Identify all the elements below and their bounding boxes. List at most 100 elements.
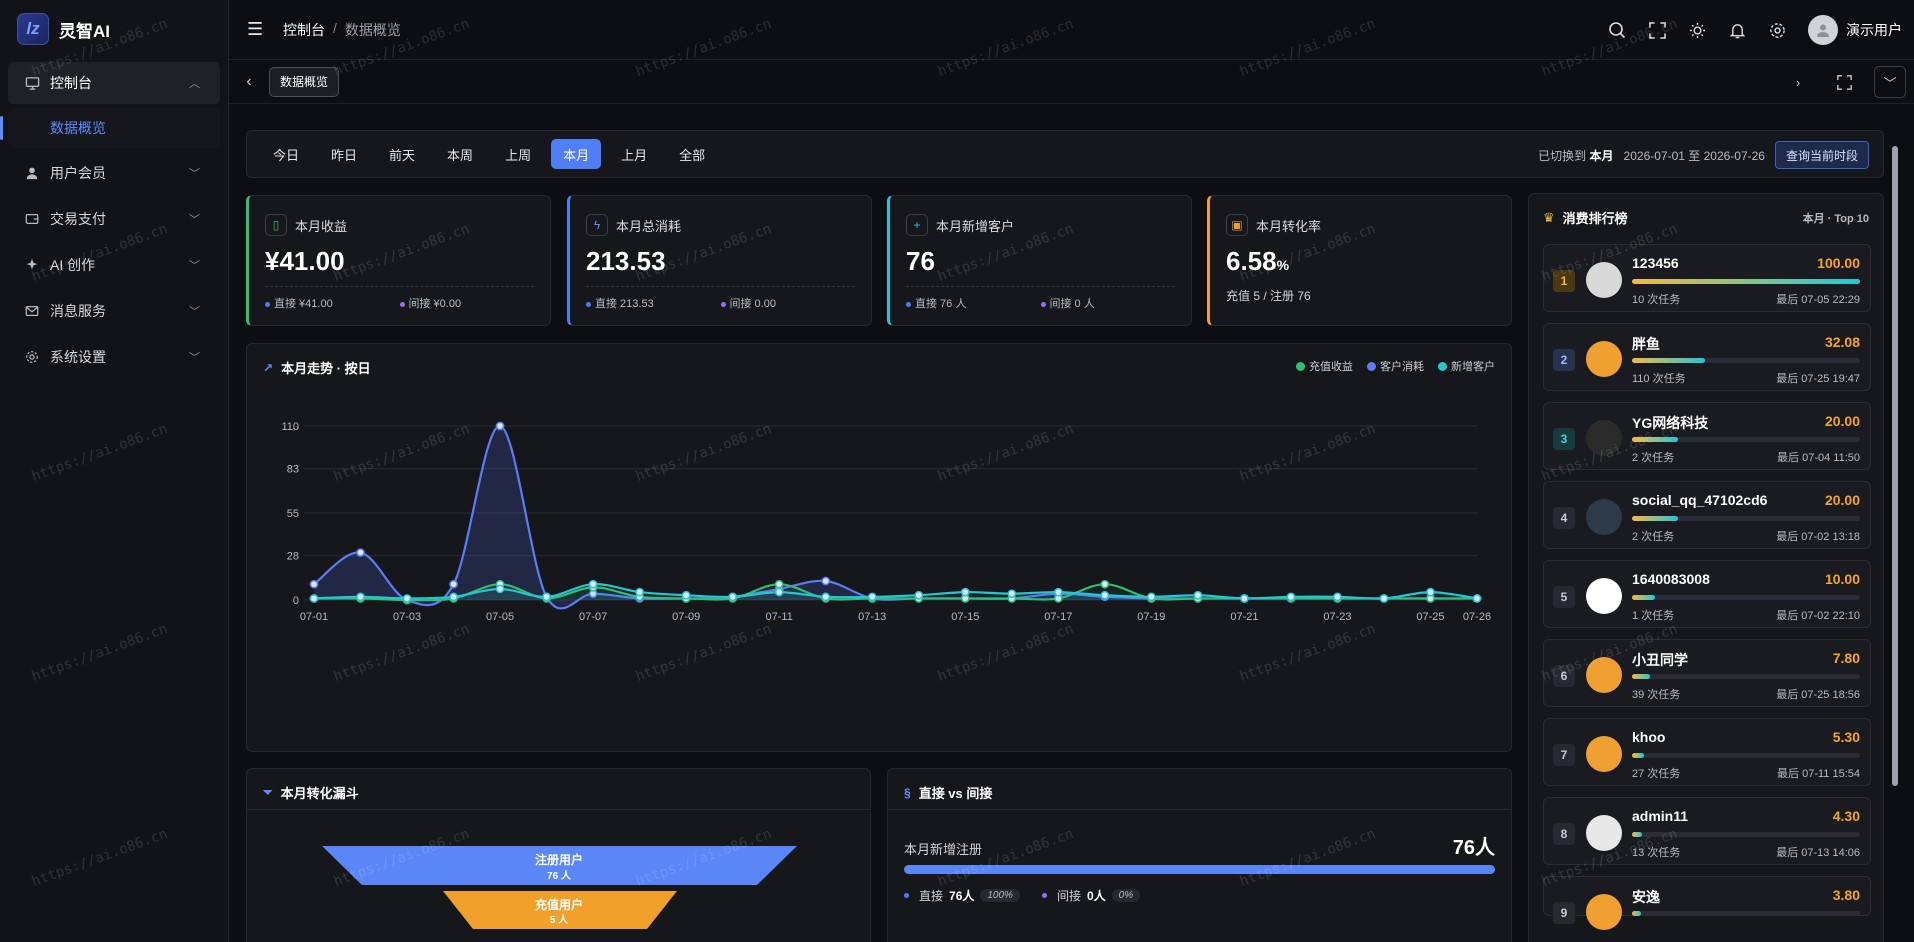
range-thismonth-button[interactable]: 本月 [551, 139, 602, 169]
series-area [314, 584, 1477, 601]
bell-icon[interactable] [1728, 21, 1746, 39]
data-point [309, 594, 319, 603]
stat-direct-text: 直接 ¥41.00 [274, 298, 333, 310]
ranking-scope: 本月 · Top 10 [1802, 212, 1869, 225]
expand-icon[interactable] [1828, 66, 1860, 98]
stat-indirect-text: 间接 0 人 [1049, 298, 1095, 310]
stat-direct-text: 直接 213.53 [595, 298, 654, 310]
rank-name: khoo [1632, 729, 1666, 745]
sidebar-item-settings[interactable]: 系统设置 ﹀ [8, 336, 220, 378]
stat-indirect: 间接 0.00 [720, 295, 856, 311]
stat-direct: 直接 76 人 [906, 295, 1041, 311]
direct-label: 本月新增注册 [904, 842, 983, 857]
chevron-down-icon: ﹀ [189, 352, 200, 364]
theme-sun-icon[interactable] [1688, 21, 1706, 39]
x-tick-label: 07-23 [1323, 611, 1351, 623]
direct-count: 76人 [949, 889, 975, 903]
ranking-row[interactable]: 2 胖鱼 32.08 110 次任务 最后 07-25 19:47 [1543, 323, 1871, 391]
menu-toggle-icon[interactable]: ☰ [247, 19, 264, 39]
y-tick-label: 110 [281, 421, 299, 433]
search-icon[interactable] [1608, 21, 1626, 39]
range-today-button[interactable]: 今日 [273, 147, 300, 163]
range-daybefore-button[interactable]: 前天 [389, 147, 416, 163]
stat-card-customers: + 本月新增客户 76 直接 76 人 间接 0 人 [887, 195, 1192, 326]
sidebar-item-payments[interactable]: 交易支付 ﹀ [8, 198, 220, 240]
stat-card-income: ▯ 本月收益 ¥41.00 直接 ¥41.00 间接 ¥0.00 [246, 195, 551, 326]
rank-tasks: 27 次任务 [1632, 768, 1681, 780]
breadcrumb-root[interactable]: 控制台 [283, 21, 325, 38]
legend-label: 新增客户 [1451, 361, 1495, 373]
data-point [1007, 589, 1017, 599]
stat-title: 本月收益 [295, 218, 348, 234]
funnel-stage-value: 76 人 [547, 869, 572, 882]
tab-overview[interactable]: 数据概览 [269, 66, 340, 97]
range-lastweek-button[interactable]: 上周 [505, 147, 532, 163]
ranking-title: 消费排行榜 [1562, 211, 1628, 226]
data-point [495, 584, 505, 594]
rank-tasks: 39 次任务 [1632, 689, 1681, 701]
ranking-row[interactable]: 4 social_qq_47102cd6 20.00 2 次任务 最后 07-02 13… [1543, 481, 1871, 549]
avatar [1808, 15, 1838, 45]
range-all-button[interactable]: 全部 [679, 147, 706, 163]
range-dates: 2026-07-01 至 2026-07-26 [1623, 148, 1765, 163]
funnel-stage-value: 5 人 [550, 913, 569, 926]
range-prefix: 已切换到 [1538, 148, 1587, 163]
sidebar-item-overview[interactable]: 数据概览 [0, 108, 220, 148]
sidebar-item-dashboard[interactable]: 控制台 ︿ [8, 62, 220, 104]
rank-amount: 100.00 [1817, 255, 1860, 271]
legend-item: 新增客户 [1438, 358, 1495, 374]
tab-actions: › ﹀ [1782, 66, 1906, 98]
query-period-button[interactable]: 查询当前时段 [1774, 141, 1869, 169]
logo-mark: lz [17, 13, 49, 45]
sidebar-item-messages[interactable]: 消息服务 ﹀ [8, 290, 220, 332]
app-logo[interactable]: lz 灵智AI [0, 0, 228, 58]
sidebar-item-label: 用户会员 [50, 165, 106, 181]
main-content: 今日 昨日 前天 本周 上周 本月 上月 全部 已切换到 本月 2026-07-… [246, 130, 1884, 942]
x-tick-label: 07-25 [1416, 611, 1444, 623]
range-lastmonth-button[interactable]: 上月 [621, 147, 648, 163]
rank-last: 最后 07-13 14:06 [1776, 847, 1860, 859]
tabs-prev-icon[interactable]: ‹ [246, 72, 252, 90]
sidebar-item-label: 控制台 [50, 75, 92, 91]
ranking-row[interactable]: 9 安逸 3.80 [1543, 876, 1871, 930]
stat-value: 213.53 [586, 246, 666, 276]
page-scrollbar[interactable] [1890, 130, 1900, 942]
stat-value: 76 [906, 246, 935, 276]
rank-tasks: 13 次任务 [1632, 847, 1681, 859]
tabs-next-icon[interactable]: › [1795, 74, 1801, 90]
stat-title: 本月新增客户 [936, 218, 1015, 234]
fullscreen-icon[interactable] [1648, 21, 1666, 39]
rank-name: social_qq_47102cd6 [1632, 492, 1768, 508]
ranking-row[interactable]: 3 YG网络科技 20.00 2 次任务 最后 07-04 11:50 [1543, 402, 1871, 470]
rank-name: 安逸 [1632, 889, 1660, 905]
sidebar-item-label: AI 创作 [50, 257, 96, 273]
sidebar: lz 灵智AI 控制台 ︿ 数据概览 用户会员 ﹀ 交易支付 ﹀ AI 创作 ﹀… [0, 0, 229, 942]
ranking-row[interactable]: 5 1640083008 10.00 1 次任务 最后 07-02 22:10 [1543, 560, 1871, 628]
direct-total: 76人 [1452, 837, 1495, 859]
rank-last: 最后 07-02 22:10 [1776, 610, 1860, 622]
data-point [1472, 594, 1482, 603]
chevron-down-icon[interactable]: ﹀ [1874, 66, 1906, 98]
chevron-down-icon: ﹀ [189, 260, 200, 272]
direct-breakdown: 直接 76人 100% 间接 0人 0% [904, 887, 1141, 904]
indirect-key: 间接 [1056, 889, 1081, 903]
ranking-row[interactable]: 8 admin11 4.30 13 次任务 最后 07-13 14:06 [1543, 797, 1871, 865]
data-point [914, 590, 924, 600]
sidebar-item-users[interactable]: 用户会员 ﹀ [8, 152, 220, 194]
chevron-up-icon: ︿ [189, 78, 200, 90]
user-menu[interactable]: 演示用户 [1808, 15, 1902, 45]
rank-name: 123456 [1632, 255, 1679, 271]
y-tick-label: 0 [293, 595, 299, 607]
avatar [1586, 262, 1622, 298]
ranking-row[interactable]: 6 小丑同学 7.80 39 次任务 最后 07-25 18:56 [1543, 639, 1871, 707]
direct-progress [904, 865, 1495, 874]
stat-card-conversion: ▣ 本月转化率 6.58% 充值 5 / 注册 76 [1207, 195, 1512, 326]
ranking-row[interactable]: 7 khoo 5.30 27 次任务 最后 07-11 15:54 [1543, 718, 1871, 786]
range-yesterday-button[interactable]: 昨日 [331, 147, 358, 163]
data-point [1240, 594, 1249, 603]
ranking-row[interactable]: 1 123456 100.00 10 次任务 最后 07-05 22:29 [1543, 244, 1871, 312]
gear-icon[interactable] [1768, 21, 1786, 39]
rank-amount: 7.80 [1832, 650, 1860, 666]
sidebar-item-ai[interactable]: AI 创作 ﹀ [8, 244, 220, 286]
range-thisweek-button[interactable]: 本周 [447, 147, 474, 163]
